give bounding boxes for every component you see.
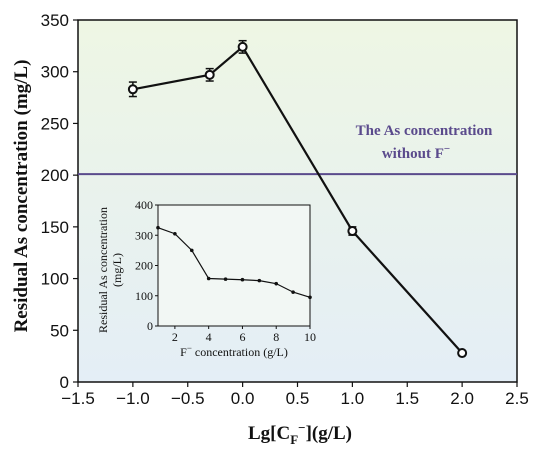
inset-y-tick-label: 300 <box>135 228 153 242</box>
reference-label-line1: The As concentration <box>356 123 493 139</box>
inset-x-axis-label: F− concentration (g/L) <box>180 343 288 359</box>
inset-y-axis-label-line2: (mg/L) <box>110 253 124 287</box>
x-axis-label: Lg[CF−](g/L) <box>248 420 352 447</box>
reference-label-line2: without F− <box>382 143 450 162</box>
y-tick-label: 50 <box>50 321 69 340</box>
inset-y-tick-label: 200 <box>135 259 153 273</box>
inset-data-point <box>156 225 160 230</box>
y-tick-label: 300 <box>41 63 69 82</box>
inset-y-tick-label: 0 <box>147 319 153 333</box>
inset-series-line <box>157 227 311 298</box>
inset-y-tick-label: 400 <box>135 198 153 212</box>
inset-data-point <box>274 281 279 286</box>
inset-data-point <box>223 277 228 281</box>
inset-data-point <box>308 295 312 300</box>
y-tick-label: 200 <box>41 166 69 185</box>
inset-data-point <box>173 231 177 236</box>
y-axis-label: Residual As concentration (mg/L) <box>11 60 32 333</box>
inset-series <box>156 225 312 300</box>
inset-y-tick-label: 100 <box>135 289 153 303</box>
inset-x-tick-label: 10 <box>304 330 316 344</box>
inset-x-tick-label: 6 <box>239 330 245 344</box>
inset-x-tick-label: 4 <box>206 330 212 344</box>
x-tick-label: 2.5 <box>505 389 529 408</box>
inset-data-point <box>240 277 245 282</box>
x-tick-label: −1.5 <box>61 389 95 408</box>
x-tick-label: −1.0 <box>116 389 150 408</box>
x-tick-label: −0.5 <box>171 389 205 408</box>
data-point <box>127 84 138 95</box>
main-series <box>127 39 468 359</box>
data-point <box>347 225 358 236</box>
inset-y-axis-label-line1: Residual As concentration <box>96 207 110 333</box>
inset-x-tick-label: 8 <box>273 330 279 344</box>
data-point <box>457 348 468 359</box>
y-tick-label: 100 <box>41 270 69 289</box>
x-tick-label: 0.5 <box>286 389 310 408</box>
x-tick-label: 0.0 <box>231 389 255 408</box>
main-ticks: −1.5 −1.0 −0.5 0.0 0.5 1.0 1.5 2.0 2.50501001502… <box>41 11 529 408</box>
x-tick-label: 1.0 <box>341 389 365 408</box>
inset-data-point <box>189 248 194 253</box>
y-tick-label: 350 <box>41 11 69 30</box>
x-tick-label: 2.0 <box>450 389 474 408</box>
inset-data-point <box>206 276 211 281</box>
data-point <box>204 69 215 80</box>
inset-plot-area <box>157 204 311 327</box>
x-tick-label: 1.5 <box>395 389 419 408</box>
inset-x-tick-label: 2 <box>172 330 178 344</box>
y-tick-label: 0 <box>60 373 69 392</box>
inset-data-point <box>257 278 262 283</box>
inset-data-point <box>291 290 295 294</box>
y-tick-label: 150 <box>41 218 69 237</box>
data-point <box>237 41 248 52</box>
y-tick-label: 250 <box>41 114 69 133</box>
